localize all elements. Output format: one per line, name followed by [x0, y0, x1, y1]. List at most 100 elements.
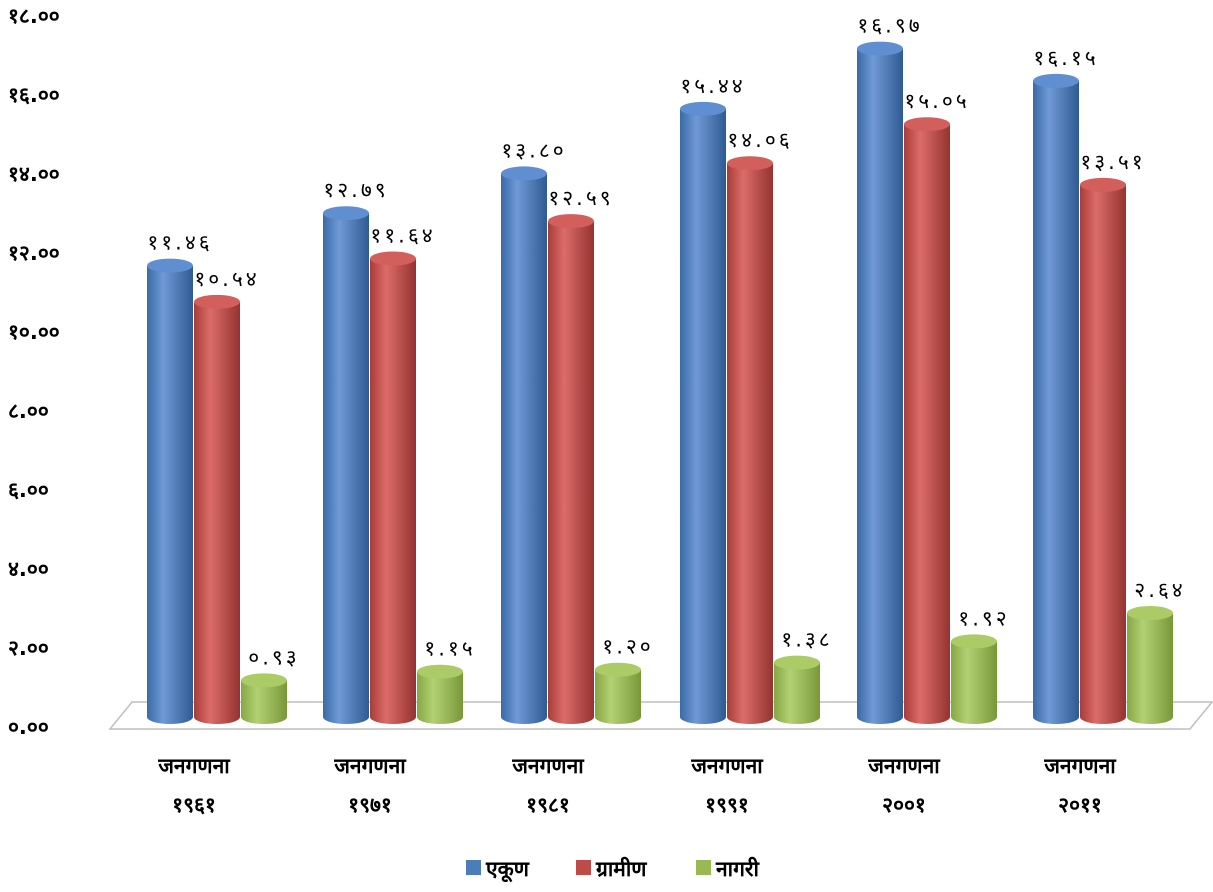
bar-body [951, 641, 997, 724]
bar-body [680, 108, 726, 724]
bar [147, 258, 193, 724]
data-label: १६.१५ [1033, 46, 1098, 70]
bar-body [904, 124, 950, 725]
legend-item: नागरी [696, 856, 761, 881]
data-label: १४.०६ [727, 128, 792, 152]
bar-top-cap [727, 156, 773, 171]
legend: एकूण ग्रामीण नागरी [466, 856, 761, 883]
y-axis: ०.०० २.०० ४.०० ६.०० ८.०० १०.०० १२.०० १४.०० १६.००… [8, 4, 60, 739]
x-category-year: १९६१ [172, 793, 216, 817]
bar-body [774, 662, 820, 724]
legend-label: नागरी [715, 856, 761, 881]
bar-top-cap [857, 41, 903, 56]
bar-body [417, 671, 463, 724]
bar-top-cap [595, 662, 641, 677]
y-tick-label: ८.०० [8, 399, 49, 423]
x-category-label: जनगणना [333, 754, 407, 778]
bar [774, 655, 820, 724]
bar-top-cap [548, 214, 594, 229]
bar-top-cap [1127, 606, 1173, 621]
bar-top-cap [774, 655, 820, 670]
x-category-label: जनगणना [867, 754, 941, 778]
y-tick-label: ०.०० [8, 715, 49, 739]
x-category-label: जनगणना [1043, 754, 1117, 778]
bar [417, 664, 463, 724]
bar-body [548, 221, 594, 725]
data-label: ०.९३ [248, 645, 299, 669]
x-category-label: जनगणना [511, 754, 585, 778]
bar [595, 662, 641, 724]
x-axis: जनगणना १९६१ जनगणना १९७१ जनगणना १९८१ जनगणना १९९१… [157, 754, 1117, 817]
bar-body [323, 213, 369, 724]
y-tick-label: १६.०० [8, 83, 60, 107]
bar-top-cap [1080, 177, 1126, 192]
bar [194, 294, 240, 724]
data-label: ११.६४ [370, 224, 435, 248]
y-tick-label: ४.०० [8, 557, 49, 581]
bar-body [194, 301, 240, 724]
legend-item: एकूण [466, 857, 530, 883]
data-label: १२.५९ [548, 186, 613, 210]
x-category-year: २००१ [882, 793, 926, 817]
bar-top-cap [680, 101, 726, 116]
bar-body [595, 669, 641, 724]
bar-top-cap [323, 206, 369, 221]
bar-top-cap [904, 117, 950, 132]
bar-body [370, 258, 416, 724]
legend-swatch [696, 860, 711, 875]
bar-top-cap [241, 673, 287, 688]
bar [1033, 73, 1079, 724]
x-category-year: १९७१ [348, 793, 392, 817]
bar-body [1127, 613, 1173, 724]
legend-label: ग्रामीण [595, 856, 647, 881]
bar-body [1080, 184, 1126, 725]
data-label: १.३८ [781, 628, 832, 652]
bars-group [147, 41, 1173, 725]
x-category-year: २०११ [1058, 793, 1102, 817]
bar-body [857, 48, 903, 724]
x-category-year: १९९१ [705, 793, 749, 817]
data-labels-group: ११.४६ १०.५४ ०.९३ १२.७९ ११.६४ १.१५ १३.८० १२.५९ १.… [147, 14, 1185, 670]
bar-top-cap [501, 166, 547, 181]
x-category-year: १९८१ [526, 793, 570, 817]
bar-top-cap [1033, 73, 1079, 88]
bar-body [1033, 80, 1079, 724]
bar [680, 101, 726, 724]
data-label: ११.४६ [147, 231, 212, 255]
bar [904, 117, 950, 725]
bar [501, 166, 547, 724]
x-category-label: जनगणना [690, 754, 764, 778]
bar-top-cap [370, 251, 416, 266]
data-label: १३.५१ [1080, 150, 1145, 174]
data-label: १.१५ [424, 637, 475, 661]
data-label: १०.५४ [194, 267, 259, 291]
data-label: १६.९७ [857, 14, 922, 38]
data-label: १.९२ [958, 606, 1009, 630]
y-tick-label: १८.०० [8, 4, 60, 28]
bar-body [147, 265, 193, 724]
bar-body [501, 173, 547, 724]
bar [370, 251, 416, 724]
y-tick-label: २.०० [8, 636, 49, 660]
bar [1080, 177, 1126, 725]
legend-swatch [576, 860, 591, 875]
bar-body [727, 163, 773, 725]
bar [1127, 606, 1173, 724]
bar [548, 214, 594, 725]
y-tick-label: १४.०० [8, 162, 60, 186]
bar-top-cap [951, 634, 997, 649]
y-tick-label: १२.०० [8, 241, 60, 265]
data-label: २.६४ [1134, 578, 1185, 602]
bar-top-cap [417, 664, 463, 679]
bar-top-cap [194, 294, 240, 309]
bar [727, 156, 773, 725]
data-label: १३.८० [501, 138, 566, 162]
data-label: १.२० [602, 635, 653, 659]
bar [323, 206, 369, 724]
data-label: १५.०५ [904, 89, 969, 113]
bar [951, 634, 997, 724]
y-tick-label: १०.०० [8, 320, 60, 344]
bar-body [241, 680, 287, 724]
bar [857, 41, 903, 724]
data-label: १५.४४ [680, 74, 745, 98]
